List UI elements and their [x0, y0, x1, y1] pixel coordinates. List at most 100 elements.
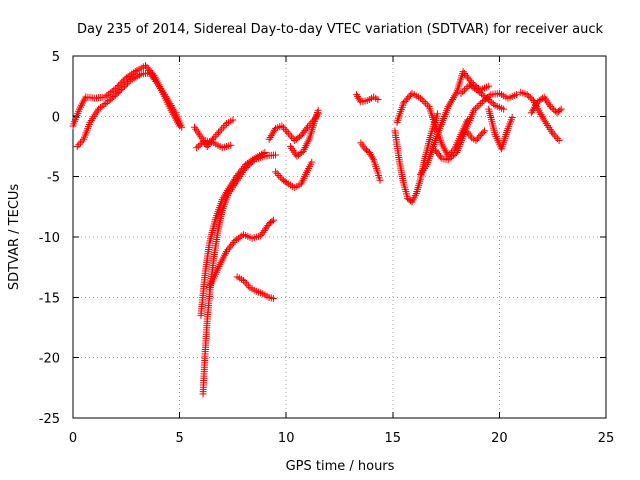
data-point — [194, 142, 202, 150]
data-point — [233, 171, 241, 179]
data-point — [473, 135, 481, 143]
data-point — [417, 94, 425, 102]
data-point — [450, 94, 458, 102]
data-point — [446, 154, 454, 162]
data-point — [537, 111, 545, 119]
data-point — [112, 85, 120, 93]
x-tick-label: 10 — [278, 431, 295, 446]
data-point — [76, 139, 84, 147]
data-point — [525, 92, 533, 100]
data-point — [446, 99, 454, 107]
data-point — [221, 190, 229, 198]
data-point — [78, 137, 86, 145]
data-point — [127, 76, 135, 84]
chart-title: Day 235 of 2014, Sidereal Day-to-day VTE… — [77, 22, 603, 37]
data-point — [227, 141, 235, 149]
data-point — [219, 123, 227, 131]
data-point — [538, 112, 546, 120]
data-point — [460, 86, 468, 94]
data-point — [96, 104, 104, 112]
data-point — [474, 87, 482, 95]
data-point — [227, 242, 235, 250]
data-point — [240, 162, 248, 170]
data-point — [98, 102, 106, 110]
data-point — [480, 127, 488, 135]
data-point — [481, 93, 489, 101]
data-point — [478, 130, 486, 138]
data-point — [193, 144, 201, 152]
data-point — [484, 96, 492, 104]
y-tick-label: -10 — [39, 231, 60, 246]
data-point — [223, 188, 231, 196]
data-point — [252, 154, 260, 162]
data-point — [550, 131, 558, 139]
data-point — [530, 105, 538, 113]
data-series-arc-8 — [233, 273, 277, 303]
data-point — [223, 247, 231, 255]
data-point — [448, 153, 456, 161]
data-point — [163, 94, 171, 102]
data-point — [528, 107, 536, 115]
data-point — [178, 123, 186, 131]
data-point — [168, 103, 176, 111]
data-point — [241, 278, 249, 286]
data-series-arc-18 — [457, 81, 508, 113]
data-point — [452, 90, 460, 98]
data-point — [451, 92, 459, 100]
data-point — [141, 62, 149, 70]
x-axis-label: GPS time / hours — [286, 459, 395, 474]
y-axis-label: SDTVAR / TECUs — [7, 184, 22, 291]
data-point — [196, 141, 204, 149]
data-point — [153, 79, 161, 87]
data-point — [265, 135, 273, 143]
data-point — [118, 78, 126, 86]
data-point — [269, 128, 277, 136]
data-point — [114, 88, 122, 96]
data-point — [423, 101, 431, 109]
data-point — [512, 91, 520, 99]
data-series-arc-7 — [205, 216, 277, 292]
data-point — [120, 82, 128, 90]
data-series-arc-17 — [431, 89, 520, 164]
data-point — [404, 94, 412, 102]
data-point — [353, 91, 361, 99]
data-point — [367, 152, 375, 160]
data-point — [106, 89, 114, 97]
data-point — [108, 87, 116, 95]
data-series-arc-16 — [417, 68, 493, 178]
data-point — [376, 176, 384, 184]
data-point — [170, 107, 178, 115]
x-tick-label: 5 — [175, 431, 183, 446]
data-point — [283, 127, 291, 135]
y-tick-label: -15 — [39, 291, 60, 306]
data-point — [479, 128, 487, 136]
data-point — [134, 72, 142, 80]
data-point — [126, 71, 134, 79]
data-point — [472, 105, 480, 113]
data-point — [261, 149, 269, 157]
data-point — [444, 103, 452, 111]
data-point — [240, 276, 248, 284]
data-point — [314, 106, 322, 114]
data-point — [95, 105, 103, 113]
data-series-arc-19 — [463, 127, 488, 144]
data-point — [219, 194, 227, 202]
data-point — [218, 196, 226, 204]
data-point — [143, 63, 151, 71]
data-series-arc-2 — [73, 69, 186, 150]
data-point — [485, 82, 493, 90]
data-series-arc-22 — [527, 93, 565, 117]
data-point — [289, 135, 297, 143]
y-tick-label: 0 — [52, 110, 60, 125]
data-point — [465, 75, 473, 83]
data-point — [266, 133, 274, 141]
data-point — [422, 99, 430, 107]
data-point — [405, 93, 413, 101]
data-point — [553, 135, 561, 143]
plot-area-border — [72, 55, 607, 419]
data-point — [286, 131, 294, 139]
data-point — [477, 90, 485, 98]
x-tick-label: 15 — [385, 431, 402, 446]
data-point — [132, 73, 140, 81]
data-point — [267, 132, 275, 140]
